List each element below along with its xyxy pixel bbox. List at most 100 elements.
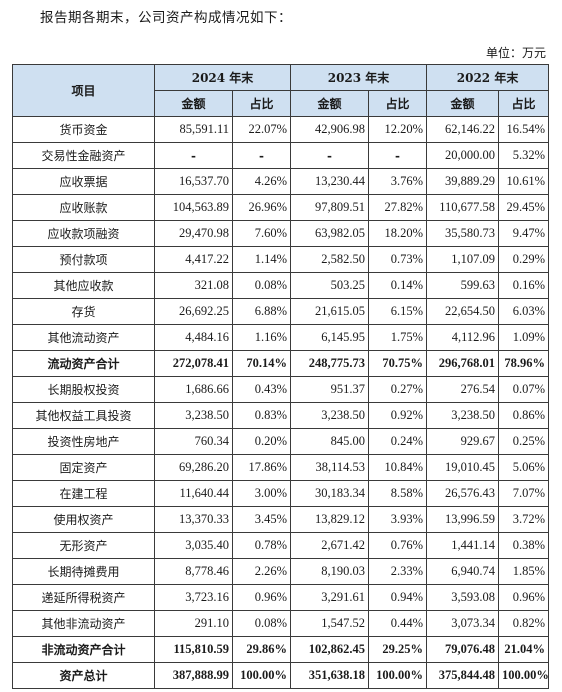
header-ratio: 占比 [231,90,292,117]
cell-ratio: 6.15% [368,298,428,325]
row-item-label: 货币资金 [12,116,155,143]
row-item-label: 投资性房地产 [12,428,155,455]
cell-amount: 97,809.51 [290,194,370,221]
cell-amount: 4,112.96 [426,324,500,351]
cell-amount: 30,183.34 [290,480,370,507]
row-item-label: 应收款项融资 [12,220,155,247]
cell-ratio: 12.20% [368,116,428,143]
table-row: 存货 26,692.25 6.88% 21,615.05 6.15% 22,654.50 6… [12,298,550,325]
cell-amount: 929.67 [426,428,500,455]
cell-ratio: 0.08% [231,610,292,637]
table-row: 长期待摊费用 8,778.46 2.26% 8,190.03 2.33% 6,940.74… [12,558,550,585]
cell-ratio: 0.82% [498,610,550,637]
cell-ratio: 29.25% [368,636,428,663]
cell-amount: 85,591.11 [154,116,233,143]
cell-amount: 3,238.50 [426,402,500,429]
cell-ratio: 3.00% [231,480,292,507]
cell-ratio: 0.76% [368,532,428,559]
cell-amount: 39,889.29 [426,168,500,195]
cell-amount: 6,940.74 [426,558,500,585]
cell-ratio: 0.44% [368,610,428,637]
cell-amount: 21,615.05 [290,298,370,325]
table-row: 预付款项 4,417.22 1.14% 2,582.50 0.73% 1,107.09 0.… [12,246,550,273]
cell-ratio: 7.60% [231,220,292,247]
cell-amount: 16,537.70 [154,168,233,195]
cell-ratio: 3.76% [368,168,428,195]
cell-amount: 13,829.12 [290,506,370,533]
row-item-label: 使用权资产 [12,506,155,533]
cell-ratio: 5.32% [498,142,550,169]
row-item-label: 其他流动资产 [12,324,155,351]
cell-amount: 115,810.59 [154,636,233,663]
cell-amount: 3,035.40 [154,532,233,559]
table-row: 应收款项融资 29,470.98 7.60% 63,982.05 18.20% 35,58… [12,220,550,247]
row-item-label: 预付款项 [12,246,155,273]
header-year-2022: 2022 年末 [426,64,550,91]
cell-amount: - [290,142,370,169]
cell-ratio: 0.24% [368,428,428,455]
table-row: 货币资金 85,591.11 22.07% 42,906.98 12.20% 62,146… [12,116,550,143]
table-row: 其他应收款 321.08 0.08% 503.25 0.14% 599.63 0.16% [12,272,550,299]
cell-amount: 110,677.58 [426,194,500,221]
cell-amount: 11,640.44 [154,480,233,507]
cell-amount: 3,238.50 [290,402,370,429]
cell-ratio: 0.38% [498,532,550,559]
cell-amount: 13,230.44 [290,168,370,195]
header-amount: 金额 [426,90,500,117]
cell-ratio: 5.06% [498,454,550,481]
cell-amount: 845.00 [290,428,370,455]
table-total-row: 资产总计 387,888.99 100.00% 351,638.18 100.00% 37… [12,662,550,689]
cell-ratio: 0.29% [498,246,550,273]
cell-amount: 35,580.73 [426,220,500,247]
asset-composition-table: 项目 2024 年末 2023 年末 2022 年末 金额 占比 金额 占比 金… [12,64,550,689]
header-year-2023: 2023 年末 [290,64,428,91]
cell-ratio: 9.47% [498,220,550,247]
cell-amount: 26,576.43 [426,480,500,507]
cell-ratio: 0.96% [498,584,550,611]
cell-amount: 351,638.18 [290,662,370,689]
cell-ratio: 6.03% [498,298,550,325]
cell-ratio: 6.88% [231,298,292,325]
table-total-row: 流动资产合计 272,078.41 70.14% 248,775.73 70.75% 29… [12,350,550,377]
cell-amount: 387,888.99 [154,662,233,689]
table-row: 使用权资产 13,370.33 3.45% 13,829.12 3.93% 13,996.… [12,506,550,533]
cell-amount: 1,441.14 [426,532,500,559]
cell-ratio: 27.82% [368,194,428,221]
cell-amount: 38,114.53 [290,454,370,481]
table-row: 无形资产 3,035.40 0.78% 2,671.42 0.76% 1,441.14 0.… [12,532,550,559]
cell-amount: 2,582.50 [290,246,370,273]
cell-ratio: 100.00% [498,662,550,689]
cell-ratio: 0.83% [231,402,292,429]
row-item-label: 交易性金融资产 [12,142,155,169]
cell-amount: 8,190.03 [290,558,370,585]
row-item-label: 流动资产合计 [12,350,155,377]
row-item-label: 其他非流动资产 [12,610,155,637]
row-item-label: 资产总计 [12,662,155,689]
cell-amount: 6,145.95 [290,324,370,351]
cell-amount: 8,778.46 [154,558,233,585]
header-item: 项目 [12,64,155,117]
cell-ratio: 0.27% [368,376,428,403]
cell-ratio: 0.25% [498,428,550,455]
cell-ratio: 4.26% [231,168,292,195]
cell-ratio: 10.61% [498,168,550,195]
cell-amount: 1,107.09 [426,246,500,273]
cell-ratio: 3.45% [231,506,292,533]
cell-amount: 63,982.05 [290,220,370,247]
cell-ratio: 70.14% [231,350,292,377]
cell-amount: 1,686.66 [154,376,233,403]
row-item-label: 应收账款 [12,194,155,221]
cell-ratio: 2.33% [368,558,428,585]
header-ratio: 占比 [498,90,550,117]
cell-ratio: 17.86% [231,454,292,481]
cell-amount: 104,563.89 [154,194,233,221]
row-item-label: 其他权益工具投资 [12,402,155,429]
cell-amount: 79,076.48 [426,636,500,663]
cell-amount: 2,671.42 [290,532,370,559]
cell-amount: 3,073.34 [426,610,500,637]
cell-ratio: 0.07% [498,376,550,403]
cell-ratio: 1.75% [368,324,428,351]
row-item-label: 无形资产 [12,532,155,559]
cell-ratio: 1.14% [231,246,292,273]
table-total-row: 非流动资产合计 115,810.59 29.86% 102,862.45 29.25% 7… [12,636,550,663]
